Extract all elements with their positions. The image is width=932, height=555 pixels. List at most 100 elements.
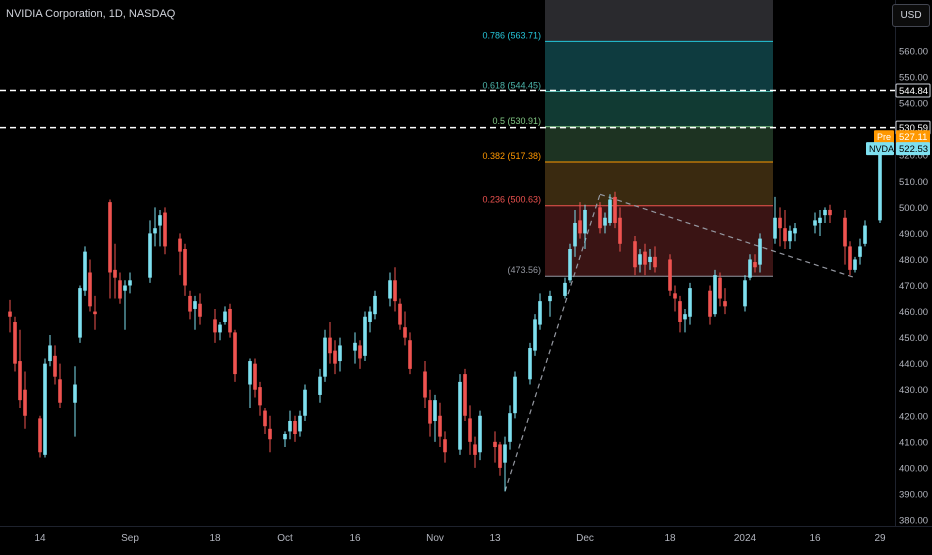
candle-body [403,327,407,338]
candle-body [468,418,472,442]
fib-level-label: (473.56) [507,265,541,275]
candle [713,269,717,317]
candle [673,285,677,312]
candle [73,366,77,437]
candle [773,196,777,244]
candle [823,207,827,223]
fib-level-label: 0.236 (500.63) [482,195,541,205]
candle [253,358,257,398]
currency-button[interactable]: USD [892,4,930,27]
candle-body [688,288,692,317]
candle [668,254,672,296]
candle [848,241,852,276]
time-tick-label: Sep [121,533,139,544]
candle-body [563,282,567,296]
candle [288,410,292,440]
candle [158,209,162,247]
price-tick-label: 430.00 [899,385,928,396]
candle-body [743,280,747,307]
price-axis[interactable]: 380.00 390.00 400.00 410.00 420.00 430.00 440.… [899,47,928,527]
candle [388,272,392,307]
candle [643,243,647,276]
trend-lines[interactable] [504,193,856,492]
candle [438,402,442,448]
candle-body [573,222,577,247]
candle [198,293,202,325]
time-tick-label: Oct [277,533,293,544]
candle-body [478,415,482,453]
candle-body [228,308,232,333]
horizontal-lines[interactable] [0,89,895,129]
candle-body [198,303,202,317]
candle [38,415,42,458]
candle-body [183,249,187,286]
candle-body [878,153,882,221]
candle-body [78,288,82,338]
candle [8,299,12,333]
candle [88,259,92,312]
candle-body [43,363,47,455]
fib-level-label: 0.382 (517.38) [482,151,541,161]
candle [93,295,97,330]
candle [163,207,167,255]
candle [393,267,397,312]
candle [128,272,132,294]
candle-body [113,269,117,278]
candle [473,436,477,468]
candle [48,335,52,367]
price-tick-label: 420.00 [899,411,928,422]
candle [328,321,332,364]
candle [458,374,462,455]
candle-body [328,337,332,354]
time-tick-label: 18 [209,533,221,544]
candle-body [498,444,502,468]
candle [498,441,502,476]
candle [118,272,122,304]
price-tick-label: 480.00 [899,255,928,266]
candle-body [258,387,262,406]
candle-body [128,280,132,286]
candle-body [678,301,682,322]
candle [268,415,272,453]
candle [723,288,727,315]
fib-level-label: 0.5 (530.91) [492,116,541,126]
candle [743,275,747,312]
candle-body [583,209,587,234]
candle [683,308,687,333]
candle-body [423,371,427,398]
candle [463,368,467,421]
candle [333,340,337,375]
candle-body [548,295,552,302]
candle [548,290,552,317]
trend-line[interactable] [504,194,601,492]
price-tick-label: 560.00 [899,47,928,58]
candle-body [193,301,197,309]
candle-body [408,340,412,369]
candle-body [223,311,227,322]
candle-body [333,350,337,364]
candle-body [828,209,832,216]
candle [263,407,267,435]
candle [843,209,847,265]
price-tick-label: 540.00 [899,99,928,110]
time-axis[interactable]: 14 Sep 18 Oct 16 Nov 13 Dec 18 2024 16 29 [34,533,886,544]
candle [603,212,607,234]
candle-body [843,217,847,247]
candle-body [773,217,777,239]
time-tick-label: Nov [426,533,444,544]
candle [708,285,712,325]
candle-body [388,280,392,299]
candle-body [848,246,852,270]
price-tick-label: 400.00 [899,463,928,474]
candle [598,202,602,234]
fibonacci-retracement[interactable]: 0.786 (563.71) 0.618 (544.45) 0.5 (530.91)… [482,0,773,277]
candle [443,431,447,463]
candle [863,220,867,247]
price-tick-label: 390.00 [899,489,928,500]
candle [748,254,752,281]
candle [428,389,432,437]
symbol-title: NVIDIA Corporation, 1D, NASDAQ [6,8,176,20]
fib-zone [545,205,773,277]
candle-body [298,415,302,432]
